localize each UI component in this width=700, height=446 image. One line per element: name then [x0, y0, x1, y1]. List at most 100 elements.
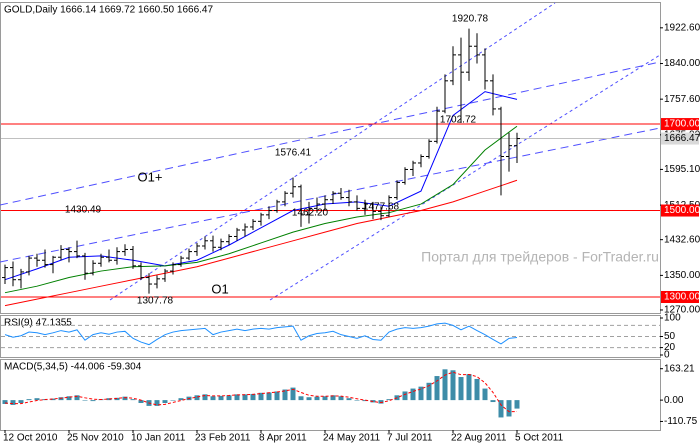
- histogram-bar: [306, 397, 312, 401]
- histogram-bar: [378, 400, 384, 404]
- histogram-bar: [266, 392, 272, 401]
- y-tick-label: 50: [664, 331, 676, 342]
- x-tick-label: 7 Jul 2011: [387, 433, 433, 444]
- histogram-bar: [34, 398, 40, 401]
- histogram-bar: [290, 387, 296, 401]
- histogram-bar: [474, 378, 480, 401]
- y-tick-label: 1757.60: [664, 94, 700, 105]
- histogram-bar: [210, 396, 216, 401]
- histogram-bar: [66, 396, 72, 401]
- histogram-bar: [514, 400, 520, 409]
- x-tick-label: 10 Jan 2011: [131, 433, 186, 444]
- histogram-bar: [442, 369, 448, 401]
- y-tick-label: 163.21: [664, 363, 695, 374]
- annotation: 1702.72: [440, 115, 477, 126]
- histogram-bar: [354, 400, 360, 401]
- y-tick-label: 1595.10: [664, 164, 700, 175]
- histogram-bar: [226, 395, 232, 401]
- y-tick-label: -110.75: [664, 416, 698, 427]
- x-tick-label: 8 Apr 2011: [259, 433, 307, 444]
- histogram-bar: [402, 391, 408, 401]
- x-tick-label: 25 Nov 2010: [67, 433, 124, 444]
- trendlines: [0, 2, 661, 301]
- histogram-bar: [10, 400, 16, 405]
- x-tick-label: 5 Oct 2011: [515, 433, 564, 444]
- histogram-bar: [170, 400, 176, 401]
- histogram-bar: [154, 400, 160, 406]
- histogram-bar: [322, 396, 328, 401]
- histogram-bar: [138, 400, 144, 404]
- histogram-bar: [418, 386, 424, 401]
- histogram-bar: [498, 400, 504, 418]
- signal-line: [4, 371, 518, 413]
- last-price-label: 1666.47: [664, 133, 700, 144]
- annotation: 1307.78: [137, 296, 174, 307]
- x-tick-label: 22 Aug 2011: [451, 433, 507, 444]
- histogram-bar: [130, 399, 136, 401]
- macd-title: MACD(5,34,5) -44.006 -59.304: [4, 362, 142, 373]
- histogram-bar: [162, 400, 168, 404]
- level-label-box: [661, 118, 699, 131]
- histogram-bar: [458, 377, 464, 401]
- histogram-bar: [258, 392, 264, 401]
- level-label-box: [661, 204, 699, 217]
- x-tick-label: 23 Feb 2011: [195, 433, 251, 444]
- histogram-bar: [410, 388, 416, 401]
- histogram-bar: [282, 389, 288, 401]
- y-tick-label: 20: [664, 342, 676, 353]
- last-price-box: [661, 132, 699, 145]
- y-tick-label: 1432.60: [664, 234, 700, 245]
- histogram-bar: [26, 399, 32, 401]
- histogram-bar: [234, 394, 240, 401]
- macd-panel: [0, 359, 661, 431]
- annotation: 1462.20: [292, 208, 329, 219]
- y-tick-label: 0.00: [664, 395, 684, 406]
- histogram-bar: [338, 396, 344, 401]
- annotation: 1430.49: [65, 205, 102, 216]
- price-panel: [0, 2, 661, 314]
- level-label: 1700.00: [664, 119, 700, 130]
- histogram-bar: [346, 398, 352, 401]
- trendline: [0, 61, 661, 206]
- trendline: [0, 127, 661, 263]
- histogram-bar: [298, 396, 304, 401]
- y-tick-label: 1922.60: [664, 22, 700, 33]
- y-tick-label: 0: [664, 350, 670, 361]
- histogram-bar: [194, 395, 200, 401]
- y-tick-label: 1270.00: [664, 305, 700, 316]
- histogram-bar: [218, 395, 224, 401]
- chart-title: GOLD,Daily 1666.14 1669.72 1660.50 1666.…: [4, 5, 213, 16]
- histogram-bar: [242, 394, 248, 401]
- histogram-bar: [106, 398, 112, 401]
- histogram-bar: [362, 400, 368, 402]
- trendline: [109, 2, 556, 301]
- histogram-bar: [450, 370, 456, 401]
- histogram-bar: [82, 400, 88, 401]
- level-label: 1500.00: [664, 205, 700, 216]
- histogram-bar: [2, 400, 8, 404]
- histogram-bar: [250, 393, 256, 401]
- histogram-bar: [202, 394, 208, 401]
- histogram-bar: [506, 400, 512, 417]
- histogram-bar: [114, 397, 120, 401]
- histogram-bar: [482, 388, 488, 401]
- histogram-bar: [274, 391, 280, 401]
- y-tick-label: 1840.00: [664, 58, 700, 69]
- level-label-box: [661, 291, 699, 304]
- x-tick-label: 12 Oct 2010: [3, 433, 58, 444]
- y-tick-label: 1350.00: [664, 270, 700, 281]
- histogram-bar: [466, 374, 472, 401]
- histogram-bar: [426, 382, 432, 401]
- rsi-line: [4, 322, 518, 346]
- annotation: O1: [211, 281, 228, 296]
- histogram-bar: [490, 400, 496, 403]
- level-label: 1300.00: [664, 292, 700, 303]
- annotation: 1920.78: [452, 14, 489, 25]
- moving-average: [4, 91, 518, 281]
- moving-average: [4, 179, 518, 307]
- histogram-bar: [330, 395, 336, 401]
- annotation: 1576.41: [275, 148, 312, 159]
- histogram-bar: [18, 400, 24, 404]
- histogram-bar: [434, 376, 440, 401]
